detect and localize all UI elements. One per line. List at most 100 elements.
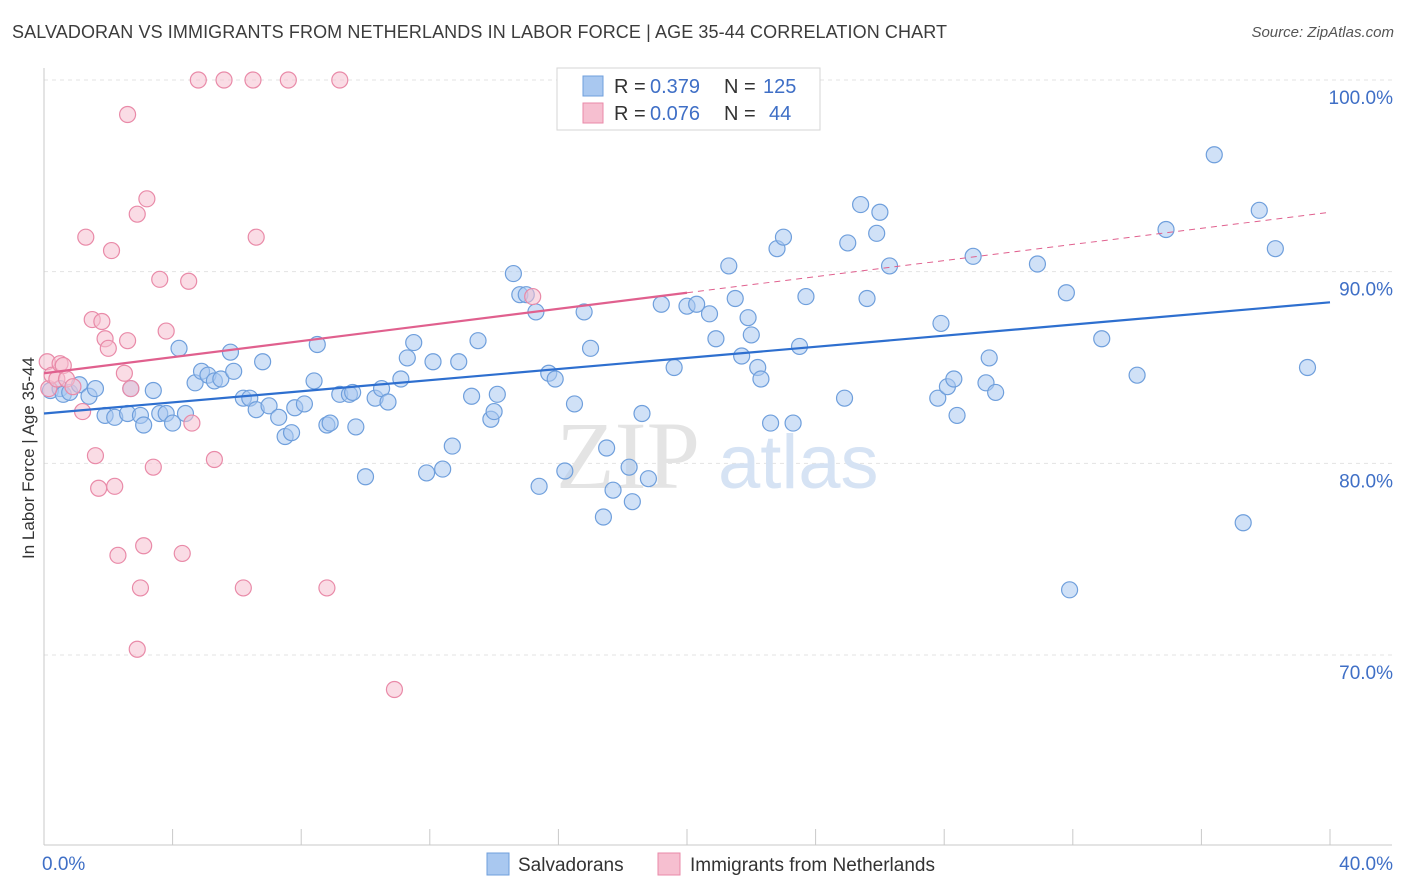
salvadoran-point xyxy=(170,339,188,357)
salvadoran-point xyxy=(858,289,876,308)
salvadoran-point xyxy=(639,470,658,488)
salvadoran-point xyxy=(665,358,683,377)
bottom-legend-label-2: Immigrants from Netherlands xyxy=(690,855,935,876)
salvadoran-point xyxy=(565,395,584,413)
netherlands-point xyxy=(138,190,156,208)
netherlands-point xyxy=(180,272,198,290)
salvadoran-point xyxy=(270,408,288,426)
salvadoran-point xyxy=(761,414,780,432)
salvadoran-point xyxy=(379,393,397,411)
legend-n-label-2: N = xyxy=(724,103,756,125)
salvadoran-point xyxy=(135,416,153,434)
salvadoran-point xyxy=(598,439,616,457)
x-tick-label: 40.0% xyxy=(1339,854,1393,875)
netherlands-point xyxy=(128,640,146,658)
netherlands-point xyxy=(131,579,150,597)
netherlands-point xyxy=(279,71,297,89)
netherlands-point xyxy=(99,339,117,357)
salvadoran-point xyxy=(739,309,757,327)
salvadoran-point xyxy=(752,370,770,388)
salvadoran-point xyxy=(356,468,375,486)
salvadoran-point xyxy=(835,389,854,407)
netherlands-point xyxy=(135,537,153,555)
bottom-legend-swatch-blue xyxy=(486,852,510,876)
salvadoran-point xyxy=(443,437,461,455)
trend-line-netherlands-extension xyxy=(686,211,1331,294)
salvadoran-point xyxy=(164,414,182,432)
salvadoran-point xyxy=(623,493,641,511)
y-tick-label: 70.0% xyxy=(1339,663,1393,684)
legend-n-value-1: 125 xyxy=(763,76,796,98)
bottom-legend: Salvadorans Immigrants from Netherlands xyxy=(486,852,935,876)
trend-lines xyxy=(43,211,1331,415)
legend: R = 0.379 N = 125 R = 0.076 N = 44 xyxy=(556,67,821,131)
netherlands-point xyxy=(144,458,162,476)
salvadoran-point xyxy=(839,234,857,252)
salvadoran-point xyxy=(546,370,564,388)
salvadoran-point xyxy=(344,383,362,402)
netherlands-point xyxy=(118,332,137,350)
netherlands-point xyxy=(215,71,233,89)
salvadoran-point xyxy=(212,370,230,388)
salvadoran-point xyxy=(733,347,751,365)
salvadoran-point xyxy=(221,343,240,361)
salvadoran-point xyxy=(980,349,998,367)
salvadoran-point xyxy=(964,247,982,265)
legend-n-value-2: 44 xyxy=(769,103,791,125)
tick-labels: 70.0% 80.0% 90.0% 100.0% 0.0% 40.0% xyxy=(42,88,1393,875)
x-tick-label: 0.0% xyxy=(42,854,85,875)
salvadoran-point xyxy=(652,295,670,313)
salvadoran-point xyxy=(450,353,468,371)
y-tick-label: 90.0% xyxy=(1339,280,1393,301)
netherlands-point xyxy=(122,379,140,398)
watermark-atlas: atlas xyxy=(718,420,879,505)
salvadoran-point xyxy=(871,203,889,221)
axes xyxy=(43,68,1392,846)
salvadoran-point xyxy=(260,397,278,415)
salvadoran-point xyxy=(880,257,899,275)
points xyxy=(38,71,1317,699)
netherlands-point xyxy=(128,205,146,223)
netherlands-point xyxy=(90,479,108,497)
netherlands-point xyxy=(189,71,207,89)
salvadoran-point xyxy=(469,332,487,350)
salvadoran-point xyxy=(742,326,760,344)
salvadoran-point xyxy=(1128,366,1146,384)
netherlands-point xyxy=(157,322,175,340)
salvadoran-point xyxy=(1060,581,1079,599)
salvadoran-point xyxy=(254,353,272,371)
salvadoran-point xyxy=(530,477,548,495)
netherlands-point xyxy=(102,241,121,260)
salvadoran-point xyxy=(633,404,651,423)
salvadoran-point xyxy=(620,458,638,476)
salvadoran-point xyxy=(347,418,365,436)
salvadoran-point xyxy=(462,387,481,405)
salvadoran-point xyxy=(1093,330,1111,348)
watermark-zip: ZIP xyxy=(556,402,700,509)
legend-r-label-1: R = xyxy=(614,76,646,98)
salvadoran-point xyxy=(392,370,410,388)
chart-title: SALVADORAN VS IMMIGRANTS FROM NETHERLAND… xyxy=(12,22,948,42)
salvadoran-point xyxy=(424,353,442,371)
salvadoran-point xyxy=(790,337,809,356)
salvadoran-point xyxy=(1250,201,1268,219)
salvadoran-point xyxy=(405,333,423,352)
grid xyxy=(44,79,1392,656)
salvadoran-point xyxy=(86,379,105,398)
salvadoran-point xyxy=(398,349,416,367)
salvadoran-point xyxy=(1157,220,1175,239)
netherlands-point xyxy=(64,378,82,396)
netherlands-point xyxy=(205,450,223,469)
netherlands-point xyxy=(173,544,191,563)
salvadoran-point xyxy=(726,289,744,308)
salvadoran-point xyxy=(282,424,301,442)
salvadoran-point xyxy=(556,462,574,480)
salvadoran-point xyxy=(1234,514,1252,532)
netherlands-point xyxy=(183,414,201,432)
legend-swatch-pink xyxy=(582,102,604,124)
netherlands-point xyxy=(115,364,133,382)
salvadoran-point xyxy=(932,314,950,333)
netherlands-point xyxy=(93,312,111,331)
salvadoran-point xyxy=(688,295,706,313)
